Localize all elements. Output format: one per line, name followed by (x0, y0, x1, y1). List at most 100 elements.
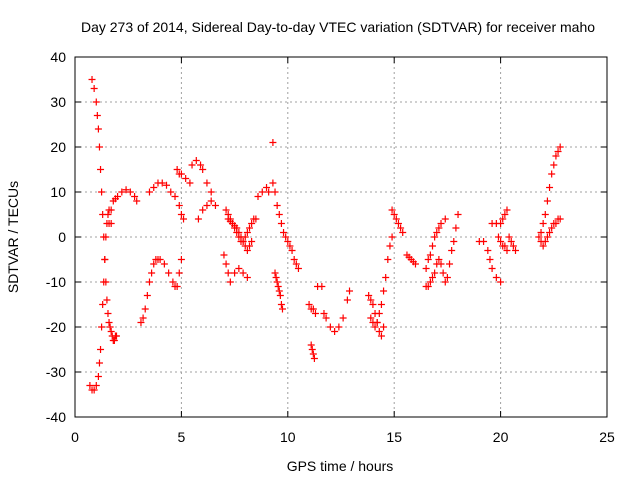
series-track-u (403, 251, 419, 268)
data-point (546, 229, 554, 236)
series-track-ac (537, 215, 564, 250)
data-point (235, 229, 243, 236)
data-point (106, 323, 114, 331)
data-point (148, 269, 156, 277)
series-track-aa (505, 233, 519, 254)
data-point (252, 215, 260, 223)
data-point (388, 233, 396, 241)
data-point (384, 256, 392, 263)
data-point (492, 274, 500, 281)
data-point (369, 301, 377, 308)
data-point (433, 229, 441, 236)
data-point (207, 188, 215, 196)
y-tick-label: 0 (58, 229, 66, 245)
x-tick-label: 25 (599, 429, 615, 445)
data-point (318, 283, 326, 290)
series-track-g (194, 197, 219, 223)
data-point (497, 220, 505, 227)
data-point (139, 314, 147, 322)
data-point (375, 328, 383, 335)
data-point (243, 247, 251, 254)
data-point (133, 197, 141, 205)
data-point (101, 256, 109, 263)
data-point (105, 319, 113, 326)
data-point (95, 143, 103, 151)
data-point (248, 238, 256, 245)
data-point (156, 256, 164, 263)
data-point (188, 161, 196, 169)
series-track-n (305, 301, 319, 317)
series-track-w (422, 215, 449, 272)
data-point (411, 260, 419, 268)
data-point (550, 161, 558, 169)
series-track-j (220, 251, 251, 286)
data-point (392, 215, 400, 223)
data-point (269, 139, 277, 146)
data-point (107, 328, 115, 335)
data-point (484, 247, 492, 254)
data-point (99, 301, 107, 308)
data-point (224, 269, 232, 277)
data-point (494, 233, 502, 241)
data-point (90, 386, 98, 394)
data-point (426, 278, 434, 286)
data-point (177, 256, 185, 263)
data-point (501, 211, 509, 218)
series-track-f (173, 157, 215, 196)
data-point (173, 166, 181, 173)
data-point (150, 260, 158, 268)
y-tick-label: 40 (50, 49, 66, 65)
y-tick-label: -40 (46, 409, 66, 425)
data-point (118, 188, 126, 196)
data-point (548, 170, 556, 178)
data-point (233, 224, 241, 232)
data-point (397, 224, 405, 232)
data-point (199, 206, 207, 214)
data-point (541, 211, 549, 218)
data-point (243, 274, 251, 281)
data-point (173, 283, 181, 290)
data-point (322, 314, 330, 322)
data-point (388, 206, 396, 214)
data-points (86, 76, 564, 394)
data-point (177, 170, 185, 178)
data-point (222, 260, 230, 268)
data-point (272, 274, 280, 281)
data-point (271, 188, 279, 196)
data-point (282, 233, 290, 241)
data-point (110, 337, 118, 344)
data-point (245, 242, 253, 250)
series-track-p (314, 283, 326, 290)
data-point (326, 323, 334, 331)
data-point (503, 206, 511, 214)
x-tick-label: 15 (386, 429, 402, 445)
data-point (92, 382, 100, 389)
y-tick-label: 10 (50, 184, 66, 200)
data-point (554, 148, 562, 155)
data-point (292, 260, 300, 268)
data-point (437, 220, 445, 227)
data-point (377, 301, 385, 308)
x-tick-label: 20 (493, 429, 509, 445)
data-point (163, 181, 171, 189)
data-point (543, 197, 551, 205)
series-track-o (307, 341, 318, 362)
data-point (145, 188, 153, 196)
data-point (100, 278, 108, 286)
series-track-e (145, 179, 188, 223)
series-track-c (105, 186, 141, 227)
data-point (271, 269, 279, 277)
data-point (186, 179, 194, 187)
data-point (486, 256, 494, 263)
data-point (377, 332, 385, 340)
data-point (552, 220, 560, 227)
data-point (286, 242, 294, 250)
data-point (103, 296, 111, 304)
data-point (305, 301, 313, 308)
data-point (343, 296, 351, 304)
series-track-a (88, 76, 120, 344)
data-point (95, 359, 103, 367)
data-point (373, 319, 381, 326)
data-point (497, 278, 505, 286)
data-point (537, 229, 545, 236)
